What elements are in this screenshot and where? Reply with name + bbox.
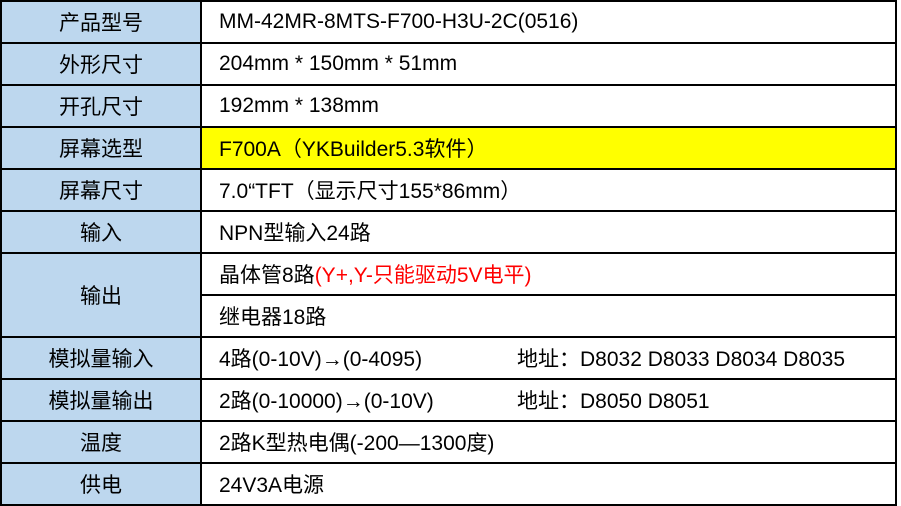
label-temperature: 温度	[0, 420, 202, 464]
value-output-transistor-text: 晶体管8路	[219, 264, 315, 287]
label-screen-size: 屏幕尺寸	[0, 168, 202, 212]
table-row: 输入 NPN型输入24路	[0, 210, 897, 254]
table-row: 外形尺寸 204mm * 150mm * 51mm	[0, 42, 897, 86]
label-analog-input: 模拟量输入	[0, 336, 202, 380]
value-output-warning: (Y+,Y-只能驱动5V电平)	[314, 264, 532, 287]
label-input: 输入	[0, 210, 202, 254]
value-analog-input: 4路(0-10V)→(0-4095) 地址：D8032 D8033 D8034 …	[200, 336, 897, 380]
table-row: 屏幕选型 F700A（YKBuilder5.3软件）	[0, 126, 897, 170]
value-output-relay: 继电器18路	[200, 294, 897, 338]
table-row: 输出 晶体管8路(Y+,Y-只能驱动5V电平)	[0, 252, 897, 338]
table-row: 产品型号 MM-42MR-8MTS-F700-H3U-2C(0516)	[0, 0, 897, 44]
value-cutout-dimensions: 192mm * 138mm	[200, 84, 897, 128]
value-outer-dimensions: 204mm * 150mm * 51mm	[200, 42, 897, 86]
table-row: 模拟量输入 4路(0-10V)→(0-4095) 地址：D8032 D8033 …	[0, 336, 897, 380]
label-power-supply: 供电	[0, 462, 202, 506]
table-row: 继电器18路	[1, 294, 897, 338]
value-analog-output-range: 2路(0-10000)→(0-10V)	[219, 390, 434, 413]
value-analog-output: 2路(0-10000)→(0-10V) 地址：D8050 D8051	[200, 378, 897, 422]
value-product-model: MM-42MR-8MTS-F700-H3U-2C(0516)	[200, 0, 897, 44]
value-power-supply: 24V3A电源	[200, 462, 897, 506]
table-row: 模拟量输出 2路(0-10000)→(0-10V) 地址：D8050 D8051	[0, 378, 897, 422]
label-analog-output: 模拟量输出	[0, 378, 202, 422]
label-output: 输出	[0, 252, 202, 338]
value-output-transistor: 晶体管8路(Y+,Y-只能驱动5V电平)	[200, 252, 897, 296]
table-row: 温度 2路K型热电偶(-200—1300度)	[0, 420, 897, 464]
value-temperature: 2路K型热电偶(-200—1300度)	[200, 420, 897, 464]
table-row: 供电 24V3A电源	[0, 462, 897, 506]
value-analog-output-address: 地址：D8050 D8051	[517, 390, 710, 413]
table-row: 屏幕尺寸 7.0“TFT（显示尺寸155*86mm）	[0, 168, 897, 212]
label-screen-selection: 屏幕选型	[0, 126, 202, 170]
value-screen-size: 7.0“TFT（显示尺寸155*86mm）	[200, 168, 897, 212]
label-cutout-dimensions: 开孔尺寸	[0, 84, 202, 128]
value-analog-input-address: 地址：D8032 D8033 D8034 D8035	[517, 348, 846, 371]
value-screen-selection: F700A（YKBuilder5.3软件）	[200, 126, 897, 170]
value-analog-input-range: 4路(0-10V)→(0-4095)	[219, 348, 423, 371]
table-row: 开孔尺寸 192mm * 138mm	[0, 84, 897, 128]
label-product-model: 产品型号	[0, 0, 202, 44]
label-outer-dimensions: 外形尺寸	[0, 42, 202, 86]
value-input: NPN型输入24路	[200, 210, 897, 254]
